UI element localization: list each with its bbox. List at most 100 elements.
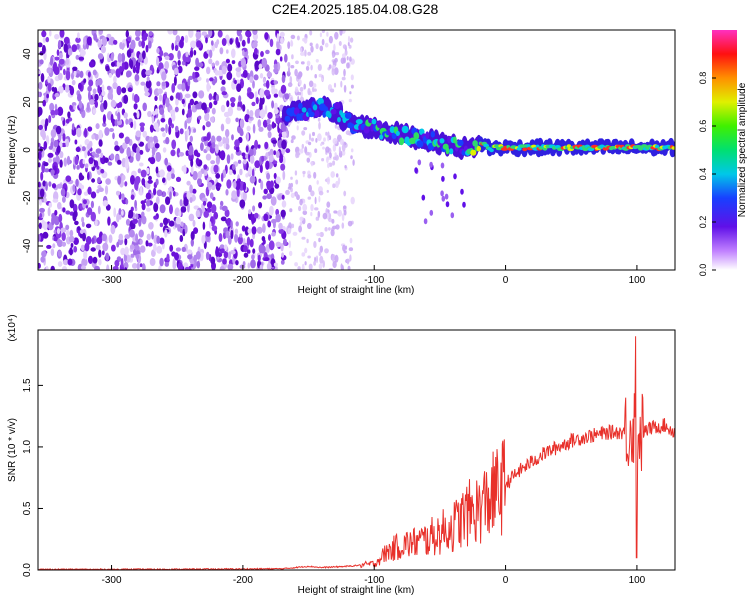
spectrogram-noise-blob	[223, 244, 228, 251]
spectrogram-noise-blob	[97, 39, 102, 49]
spectrogram-noise-blob	[341, 265, 344, 270]
spectrogram-noise-blob	[154, 95, 158, 101]
spectrogram-noise-blob	[296, 35, 300, 41]
spectrogram-noise-blob	[226, 100, 230, 108]
spectrogram-noise-blob	[242, 183, 246, 191]
spectrogram-noise-blob	[110, 153, 115, 160]
spectrogram-noise-blob	[57, 202, 62, 210]
spectrogram-noise-blob	[67, 48, 73, 56]
spectrogram-noise-blob	[269, 38, 274, 48]
spectrogram-noise-blob	[166, 171, 172, 181]
spectrogram-noise-blob	[139, 122, 145, 127]
spectrogram-noise-blob	[165, 97, 170, 107]
x-tick-label: 0	[503, 575, 509, 586]
spectrogram-noise-blob	[195, 209, 201, 218]
spectrogram-noise-blob	[186, 180, 191, 186]
spectrogram-noise-blob	[96, 237, 103, 245]
spectrogram-noise-blob	[80, 244, 85, 251]
spectrogram-noise-blob	[202, 125, 206, 131]
spectrogram-signal-blob	[440, 162, 445, 169]
spectrogram-noise-blob	[220, 86, 226, 93]
spectrogram-noise-blob	[331, 254, 336, 262]
spectrogram-signal-blob	[516, 147, 522, 151]
spectrogram-noise-blob	[47, 207, 51, 217]
spectrogram-noise-blob	[135, 213, 139, 220]
spectrogram-noise-blob	[121, 42, 125, 49]
spectrogram-signal-blob	[449, 148, 454, 155]
spectrogram-noise-blob	[249, 110, 254, 118]
spectrogram-noise-blob	[38, 150, 42, 161]
spectrogram-noise-blob	[302, 210, 308, 216]
spectrogram-noise-blob	[332, 183, 336, 188]
spectrogram-noise-blob	[242, 104, 246, 112]
spectrogram-noise-blob	[38, 42, 43, 48]
spectrogram-noise-blob	[75, 178, 79, 187]
spectrogram-noise-blob	[88, 79, 94, 87]
spectrogram-noise-blob	[163, 217, 169, 226]
spectrogram-noise-blob	[308, 184, 312, 193]
spectrogram-noise-blob	[81, 265, 86, 270]
spectrogram-noise-blob	[180, 206, 187, 213]
spectrogram-noise-blob	[105, 65, 110, 72]
spectrogram-noise-blob	[82, 199, 87, 205]
spectrogram-noise-blob	[201, 102, 207, 111]
spectrogram-noise-blob	[290, 182, 294, 188]
colorbar-tick-label: 0.8	[698, 72, 708, 85]
spectrogram-noise-blob	[65, 59, 70, 65]
spectrogram-noise-blob	[183, 196, 189, 207]
spectrogram-noise-blob	[43, 162, 49, 167]
spectrogram-signal-blob	[363, 125, 370, 134]
y-tick-label: 0	[22, 147, 33, 153]
spectrogram-noise-blob	[200, 142, 204, 152]
spectrogram-noise-blob	[106, 264, 110, 270]
spectrogram-noise-blob	[164, 55, 170, 61]
spectrogram-noise-blob	[103, 100, 108, 110]
spectrogram-noise-blob	[69, 86, 75, 96]
spectrogram-noise-blob	[291, 54, 294, 60]
spectrogram-noise-blob	[95, 244, 101, 250]
spectrogram-noise-blob	[259, 73, 264, 79]
spectrogram-noise-blob	[91, 178, 96, 183]
spectrogram-noise-blob	[224, 209, 230, 218]
spectrogram-noise-blob	[65, 84, 70, 93]
spectrogram-noise-blob	[145, 192, 152, 200]
spectrogram-noise-blob	[100, 45, 106, 54]
spectrogram-noise-blob	[271, 100, 275, 109]
spectrogram-noise-blob	[276, 33, 280, 42]
spectrogram-noise-blob	[110, 69, 116, 74]
spectrogram-noise-blob	[215, 145, 219, 154]
spectrogram-noise-blob	[341, 76, 346, 81]
spectrogram-noise-blob	[268, 240, 275, 251]
spectrogram-noise-blob	[94, 219, 98, 227]
spectrogram-noise-blob	[258, 126, 264, 132]
spectrogram-noise-blob	[207, 182, 213, 188]
spectrogram-noise-blob	[102, 242, 109, 252]
spectrogram-noise-blob	[90, 211, 97, 222]
spectrogram-noise-blob	[352, 159, 355, 166]
spectrogram-noise-blob	[135, 30, 141, 38]
spectrogram-noise-blob	[252, 248, 256, 254]
spectrogram-noise-blob	[300, 51, 305, 56]
spectrogram-noise-blob	[215, 173, 221, 179]
spectrogram-noise-blob	[251, 226, 257, 235]
spectrogram-noise-blob	[133, 249, 136, 256]
spectrogram-noise-blob	[65, 70, 71, 81]
y-tick-label: 20	[22, 96, 33, 108]
spectrogram-noise-blob	[328, 35, 333, 44]
spectrogram-noise-blob	[78, 82, 82, 90]
spectrogram-noise-blob	[125, 218, 131, 226]
spectrogram-noise-blob	[125, 198, 129, 205]
spectrogram-noise-blob	[136, 110, 140, 119]
spectrogram-noise-blob	[58, 52, 63, 59]
spectrogram-noise-blob	[159, 237, 165, 245]
spectrogram-noise-blob	[224, 138, 228, 144]
spectrogram-noise-blob	[234, 180, 241, 191]
spectrogram-noise-blob	[71, 44, 78, 52]
spectrogram-noise-blob	[83, 250, 88, 260]
spectrogram-noise-blob	[38, 106, 43, 116]
spectrogram-noise-blob	[264, 89, 270, 97]
spectrogram-noise-blob	[102, 122, 107, 127]
spectrogram-noise-blob	[148, 222, 154, 230]
spectrogram-noise-blob	[332, 137, 338, 145]
